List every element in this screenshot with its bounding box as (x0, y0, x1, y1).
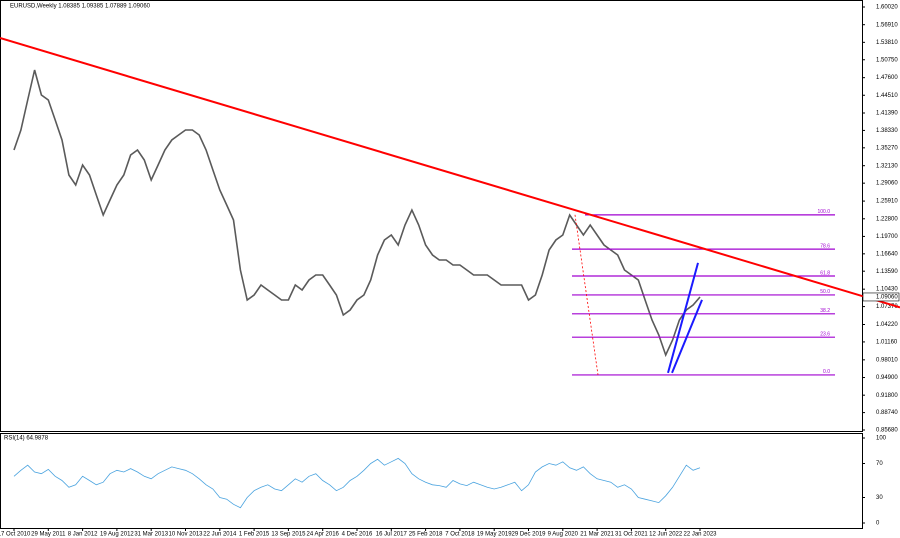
price-panel (0, 0, 863, 432)
fib-label: 100.0 (817, 209, 830, 215)
x-tick-label: 9 Aug 2020 (548, 532, 579, 538)
y-tick-label: 0.98010 (876, 357, 898, 363)
y-tick-label: 70 (876, 461, 883, 467)
y-tick-label: 1.10430 (876, 287, 898, 293)
y-tick-label: 0.94900 (876, 375, 898, 381)
y-tick-label: 1.22800 (876, 216, 898, 222)
rsi-title: RSI(14) 64.9878 (4, 436, 49, 442)
fib-label: 50.0 (820, 289, 830, 295)
fib-label: 38.2 (820, 308, 830, 314)
series-line (13, 69, 701, 358)
x-tick-label: 29 Dec 2019 (511, 532, 546, 538)
y-tick-label: 1.04220 (876, 322, 898, 328)
x-tick-label: 29 May 2011 (31, 532, 66, 538)
channel-line (667, 262, 699, 374)
y-tick-label: 1.41390 (876, 111, 898, 117)
fib-label: 23.6 (820, 332, 830, 338)
fib-anchor (574, 214, 599, 375)
y-tick-label: 1.44510 (876, 93, 898, 99)
y-tick-label: 1.19700 (876, 234, 898, 240)
x-tick-label: 12 Jun 2022 (649, 532, 683, 538)
channel-line (671, 299, 703, 374)
trendline (0, 37, 900, 309)
x-tick-label: 19 May 2019 (477, 532, 512, 538)
y-tick-label: 0 (876, 521, 880, 527)
y-tick-label: 1.32130 (876, 163, 898, 169)
x-tick-label: 31 Oct 2021 (615, 532, 648, 538)
y-tick-label: 30 (876, 495, 883, 501)
chart-title: EURUSD,Weekly 1.08385 1.09385 1.07889 1.… (10, 4, 151, 10)
x-tick-label: 8 Jan 2012 (68, 532, 98, 538)
y-tick-label: 1.01160 (876, 339, 898, 345)
y-tick-label: 1.60020 (876, 5, 898, 11)
fib-label: 61.8 (820, 270, 830, 276)
y-tick-label: 1.47600 (876, 75, 898, 81)
x-tick-label: 16 Jul 2017 (376, 532, 408, 538)
y-tick-label: 1.35270 (876, 145, 898, 151)
x-tick-label: 22 Jan 2023 (683, 532, 717, 538)
fib-label: 78.6 (820, 243, 830, 249)
x-tick-label: 1 Feb 2015 (239, 532, 270, 538)
y-tick-label: 1.16640 (876, 251, 898, 257)
rsi-panel (0, 433, 863, 529)
x-tick-label: 31 Mar 2013 (134, 532, 168, 538)
y-tick-label: 100 (876, 436, 887, 442)
x-tick-label: 21 Mar 2021 (580, 532, 614, 538)
x-tick-label: 4 Dec 2016 (342, 532, 373, 538)
y-tick-label: 0.88740 (876, 410, 898, 416)
y-tick-label: 1.53810 (876, 40, 898, 46)
x-tick-label: 17 Oct 2010 (0, 532, 31, 538)
last-price-box (862, 292, 900, 302)
x-tick-label: 10 Nov 2013 (168, 532, 203, 538)
x-tick-label: 7 Oct 2018 (445, 532, 475, 538)
y-tick-label: 1.13590 (876, 269, 898, 275)
x-tick-label: 13 Sep 2015 (271, 532, 306, 538)
fib-label: 0.0 (823, 369, 830, 375)
y-tick-label: 1.25910 (876, 199, 898, 205)
x-tick-label: 25 Feb 2018 (409, 532, 443, 538)
y-tick-label: 1.29060 (876, 181, 898, 187)
x-tick-label: 22 Jun 2014 (203, 532, 237, 538)
y-tick-label: 1.56910 (876, 22, 898, 28)
last-price-label: 1.09060 (876, 295, 898, 301)
y-tick-label: 0.85680 (876, 428, 898, 434)
y-tick-label: 0.91800 (876, 393, 898, 399)
x-tick-label: 24 Apr 2016 (307, 532, 340, 538)
series-line (13, 457, 701, 509)
y-tick-label: 1.50750 (876, 57, 898, 63)
x-tick-label: 19 Aug 2012 (100, 532, 134, 538)
y-tick-label: 1.07370 (876, 304, 898, 310)
y-tick-label: 1.38330 (876, 128, 898, 134)
